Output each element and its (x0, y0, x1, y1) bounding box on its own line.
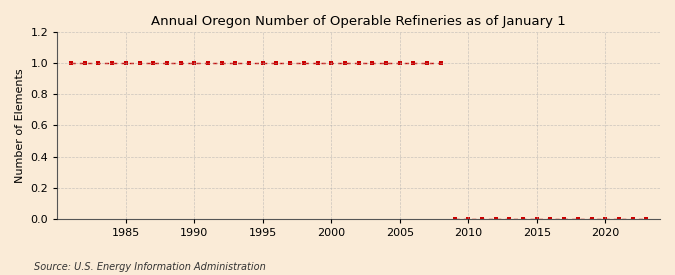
Y-axis label: Number of Elements: Number of Elements (15, 68, 25, 183)
Text: Source: U.S. Energy Information Administration: Source: U.S. Energy Information Administ… (34, 262, 265, 272)
Title: Annual Oregon Number of Operable Refineries as of January 1: Annual Oregon Number of Operable Refiner… (151, 15, 566, 28)
